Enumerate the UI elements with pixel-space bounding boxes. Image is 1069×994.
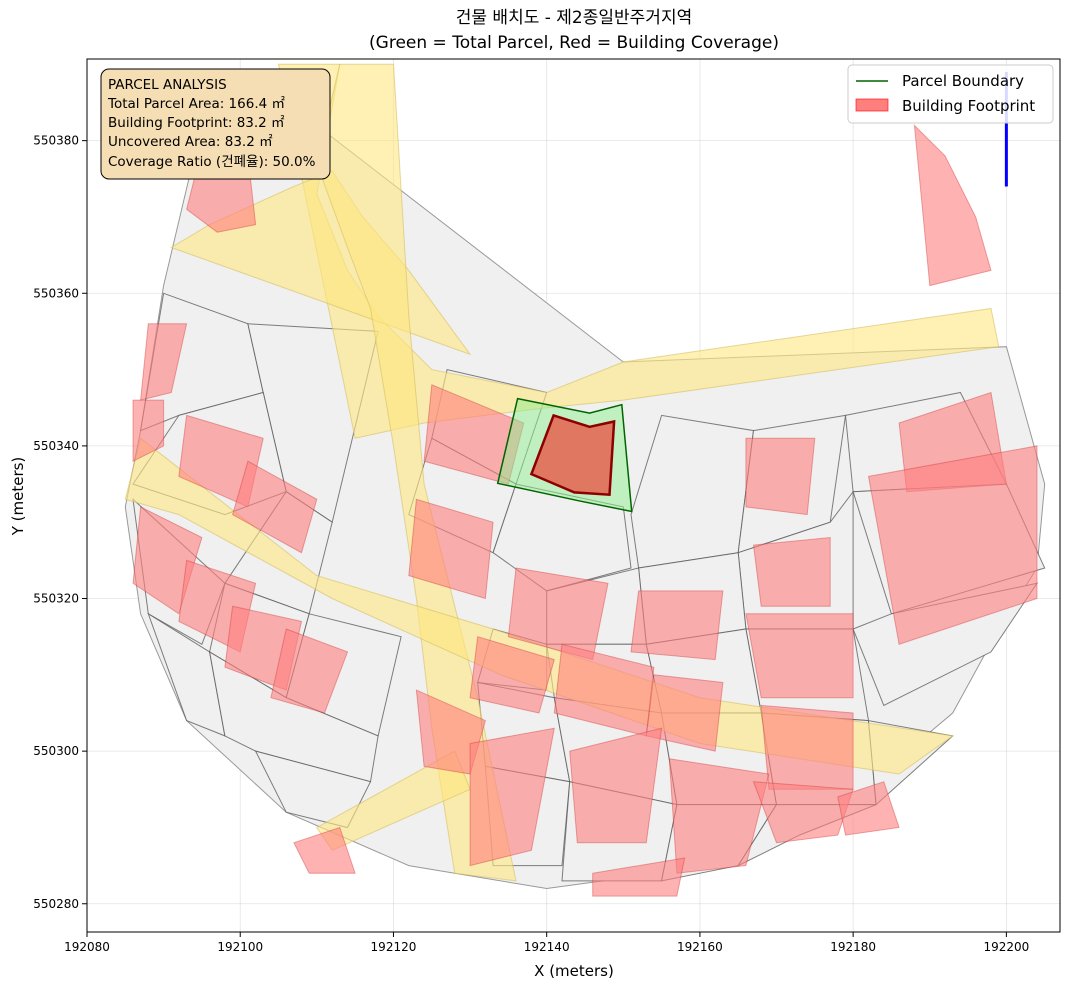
info-box-background xyxy=(100,68,331,180)
surrounding-building xyxy=(913,124,992,287)
x-tick-label: 192120 xyxy=(371,940,417,954)
surrounding-building xyxy=(837,781,900,836)
y-tick-label: 550380 xyxy=(33,134,79,148)
info-line-uncovered: Uncovered Area: 83.2 ㎡ xyxy=(108,134,273,150)
surrounding-building xyxy=(140,323,188,401)
info-line-heading: PARCEL ANALYSIS xyxy=(108,77,227,93)
legend-building-swatch xyxy=(855,98,889,112)
surrounding-building xyxy=(630,590,724,661)
y-tick-label: 550280 xyxy=(33,897,79,911)
plot-content xyxy=(124,63,1046,897)
surrounding-building xyxy=(569,727,663,844)
legend-background xyxy=(847,64,1054,124)
surrounding-building xyxy=(752,781,854,844)
surrounding-building xyxy=(408,498,494,600)
legend: Parcel Boundary Building Footprint xyxy=(847,64,1054,124)
info-box: PARCEL ANALYSIS Total Parcel Area: 166.4… xyxy=(100,68,331,180)
x-tick-label: 192080 xyxy=(64,940,110,954)
x-tick-label: 192140 xyxy=(524,940,570,954)
axis-ticks: 192080 192100 192120 192140 192160 192180 1922… xyxy=(33,134,1029,954)
legend-building-label: Building Footprint xyxy=(902,97,1035,115)
surrounding-building xyxy=(752,536,831,607)
y-tick-label: 550320 xyxy=(33,592,79,606)
x-tick-label: 192100 xyxy=(217,940,263,954)
y-tick-label: 550360 xyxy=(33,286,79,300)
x-tick-label: 192180 xyxy=(830,940,876,954)
surrounding-building xyxy=(293,826,356,874)
surrounding-building xyxy=(469,636,555,714)
surrounding-building xyxy=(232,460,318,554)
surrounding-building xyxy=(645,674,724,752)
chart-title-line1: 건물 배치도 - 제2종일반주거지역 xyxy=(456,8,692,28)
surrounding-building xyxy=(668,758,770,874)
info-line-total-area: Total Parcel Area: 166.4 ㎡ xyxy=(107,96,285,112)
x-tick-label: 192160 xyxy=(677,940,723,954)
surrounding-building xyxy=(270,628,349,714)
x-tick-label: 192200 xyxy=(983,940,1029,954)
surrounding-building xyxy=(745,613,854,699)
surrounding-building xyxy=(867,445,1038,645)
target-building-footprint xyxy=(529,413,616,497)
info-line-footprint: Building Footprint: 83.2 ㎡ xyxy=(108,115,285,131)
y-tick-label: 550340 xyxy=(33,439,79,453)
surrounding-building xyxy=(132,399,165,463)
y-tick-label: 550300 xyxy=(33,744,79,758)
surrounding-building xyxy=(469,727,555,867)
surrounding-building xyxy=(760,704,854,790)
road xyxy=(124,437,954,775)
surrounding-building xyxy=(745,437,816,516)
chart-title-line2: (Green = Total Parcel, Red = Building Co… xyxy=(369,33,779,53)
y-axis-label: Y (meters) xyxy=(9,457,27,537)
surrounding-building xyxy=(592,857,686,897)
x-axis-label: X (meters) xyxy=(534,962,614,980)
info-line-coverage-ratio: Coverage Ratio (건폐율): 50.0% xyxy=(108,154,316,170)
legend-parcel-label: Parcel Boundary xyxy=(902,72,1024,90)
plot-frame xyxy=(86,58,1061,933)
